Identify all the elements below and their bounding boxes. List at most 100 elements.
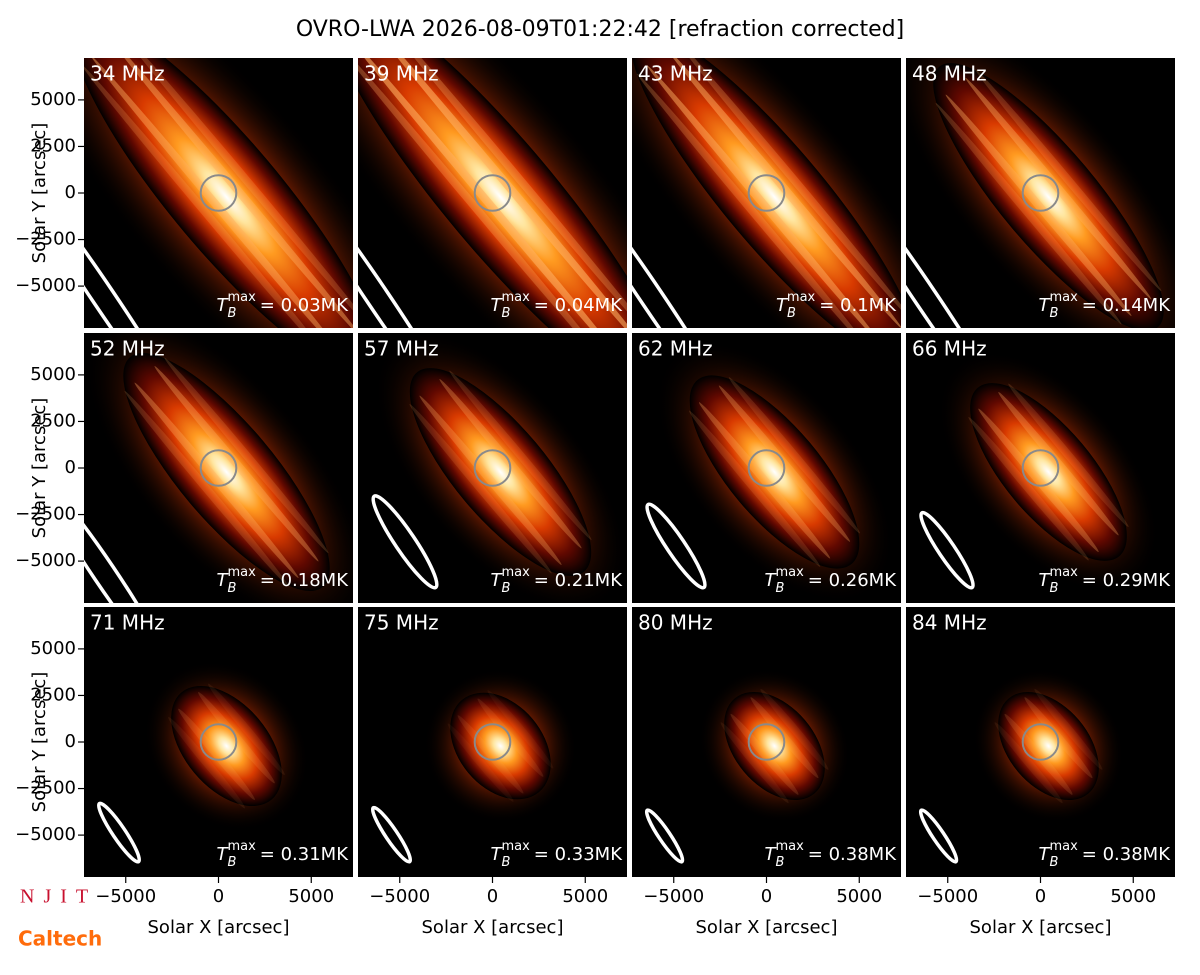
beam [370, 805, 413, 864]
tb-sub: B [787, 306, 796, 321]
tmax-label: TBmax = 0.14MK [1039, 290, 1172, 321]
beam [644, 808, 685, 864]
radio-image [972, 668, 1125, 824]
fringe [1008, 383, 1129, 527]
tmax-value: = 0.31MK [260, 844, 349, 865]
fringe [409, 404, 552, 574]
beam [919, 510, 975, 590]
tb-sub: B [228, 581, 237, 596]
tb-symbol: T [491, 295, 504, 316]
y-tick-label: −2500 [15, 229, 76, 250]
y-tick-label: −5000 [15, 275, 76, 296]
beam [371, 494, 439, 590]
frequency-label: 52 MHz [90, 337, 165, 361]
frequency-label: 84 MHz [912, 611, 987, 635]
solar-disk [1021, 723, 1060, 761]
tb-symbol: T [765, 844, 778, 865]
beam [84, 171, 191, 328]
panel [632, 58, 901, 328]
fringe [1034, 688, 1103, 770]
x-tick-label: 0 [1035, 886, 1046, 907]
tmax-value: = 0.33MK [534, 844, 623, 865]
frequency-label: 66 MHz [912, 337, 987, 361]
tb-symbol: T [1039, 570, 1052, 591]
x-tick-label: −5000 [917, 886, 978, 907]
solar-disk [1021, 174, 1060, 212]
tb-sub: B [228, 855, 237, 870]
tb-sup: max [501, 290, 530, 305]
y-tick-label: 0 [65, 457, 76, 478]
solar-disk [747, 449, 786, 487]
x-tick-label: 5000 [288, 886, 334, 907]
y-tick-label: 2500 [30, 684, 76, 705]
tmax-value: = 0.04MK [534, 295, 623, 316]
x-tick-label: −5000 [95, 886, 156, 907]
figure-title: OVRO-LWA 2026-08-09T01:22:42 [refraction… [296, 17, 904, 42]
frequency-label: 80 MHz [638, 611, 713, 635]
panel [84, 607, 353, 877]
y-tick-label: 0 [65, 731, 76, 752]
fringe [487, 690, 554, 769]
x-tick-label: 0 [761, 886, 772, 907]
fringe [378, 58, 627, 328]
tmax-value: = 0.38MK [808, 844, 897, 865]
tmax-value: = 0.26MK [808, 570, 897, 591]
panel [906, 607, 1175, 877]
emission [933, 63, 1164, 328]
fringe [120, 58, 353, 328]
x-tick-label: 0 [213, 886, 224, 907]
emission [171, 685, 282, 807]
logo-caltech: Caltech [18, 927, 102, 951]
y-axis-label: Solar Y [arcsec] [29, 398, 50, 539]
frequency-label: 34 MHz [90, 62, 165, 86]
x-tick-label: −5000 [369, 886, 430, 907]
solar-disk [473, 174, 512, 212]
fringe [945, 94, 1132, 317]
tmax-label: TBmax = 0.18MK [217, 565, 350, 596]
emission [689, 375, 860, 569]
fringe [637, 73, 873, 328]
tb-sub: B [502, 306, 511, 321]
y-tick-label: 5000 [30, 89, 76, 110]
fringe [968, 417, 1089, 561]
frequency-label: 48 MHz [912, 62, 987, 86]
tmax-value: = 0.29MK [1082, 570, 1171, 591]
x-tick-label: −5000 [643, 886, 704, 907]
x-tick-label: 0 [487, 886, 498, 907]
tmax-value: = 0.03MK [260, 295, 349, 316]
beam [645, 502, 707, 590]
y-tick-label: −5000 [15, 550, 76, 571]
tb-sub: B [1050, 581, 1059, 596]
y-tick-label: −2500 [15, 504, 76, 525]
fringe [720, 722, 789, 804]
fringe [124, 391, 289, 587]
tmax-label: TBmax = 0.04MK [491, 290, 624, 321]
emission [358, 58, 627, 328]
tmax-value: = 0.14MK [1082, 295, 1171, 316]
y-tick-label: 0 [65, 182, 76, 203]
fringe [760, 688, 829, 770]
fringe [449, 370, 592, 540]
tb-sub: B [776, 581, 785, 596]
beam [906, 171, 1013, 328]
frequency-label: 43 MHz [638, 62, 713, 86]
x-axis-label: Solar X [arcsec] [148, 917, 290, 938]
emission [409, 368, 592, 576]
x-tick-label: 5000 [1110, 886, 1156, 907]
y-tick-label: 2500 [30, 410, 76, 431]
tb-sub: B [776, 855, 785, 870]
logo-njit: NJIT [20, 886, 97, 908]
beam [84, 479, 168, 603]
x-tick-label: 5000 [836, 886, 882, 907]
tmax-value: = 0.1MK [819, 295, 897, 316]
tb-sub: B [502, 855, 511, 870]
emission [123, 353, 330, 591]
tb-sup: max [501, 839, 530, 854]
tmax-label: TBmax = 0.31MK [217, 839, 350, 870]
solar-disk [199, 723, 238, 761]
panel [358, 58, 627, 328]
fringe [90, 58, 343, 328]
emission [632, 58, 901, 328]
tb-sub: B [228, 306, 237, 321]
